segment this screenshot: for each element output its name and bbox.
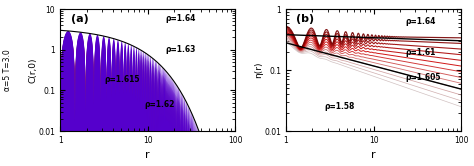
Text: ρ=1.64: ρ=1.64 [165, 14, 196, 23]
Text: ρ=1.61: ρ=1.61 [405, 48, 436, 57]
Text: ρ=1.615: ρ=1.615 [104, 75, 139, 84]
Text: ρ=1.58: ρ=1.58 [325, 102, 355, 111]
Text: ρ=1.62: ρ=1.62 [144, 100, 174, 109]
Text: ρ=1.605: ρ=1.605 [405, 73, 441, 82]
Text: (b): (b) [296, 14, 315, 24]
X-axis label: r: r [146, 150, 150, 161]
Text: ρ=1.64: ρ=1.64 [405, 17, 436, 26]
Text: (a): (a) [71, 14, 89, 24]
Y-axis label: η(r): η(r) [254, 62, 263, 78]
X-axis label: r: r [371, 150, 376, 161]
Y-axis label: C(r,0): C(r,0) [28, 57, 37, 83]
Text: ρ=1.63: ρ=1.63 [165, 45, 196, 54]
Text: α=5 T=3.0: α=5 T=3.0 [3, 49, 12, 91]
